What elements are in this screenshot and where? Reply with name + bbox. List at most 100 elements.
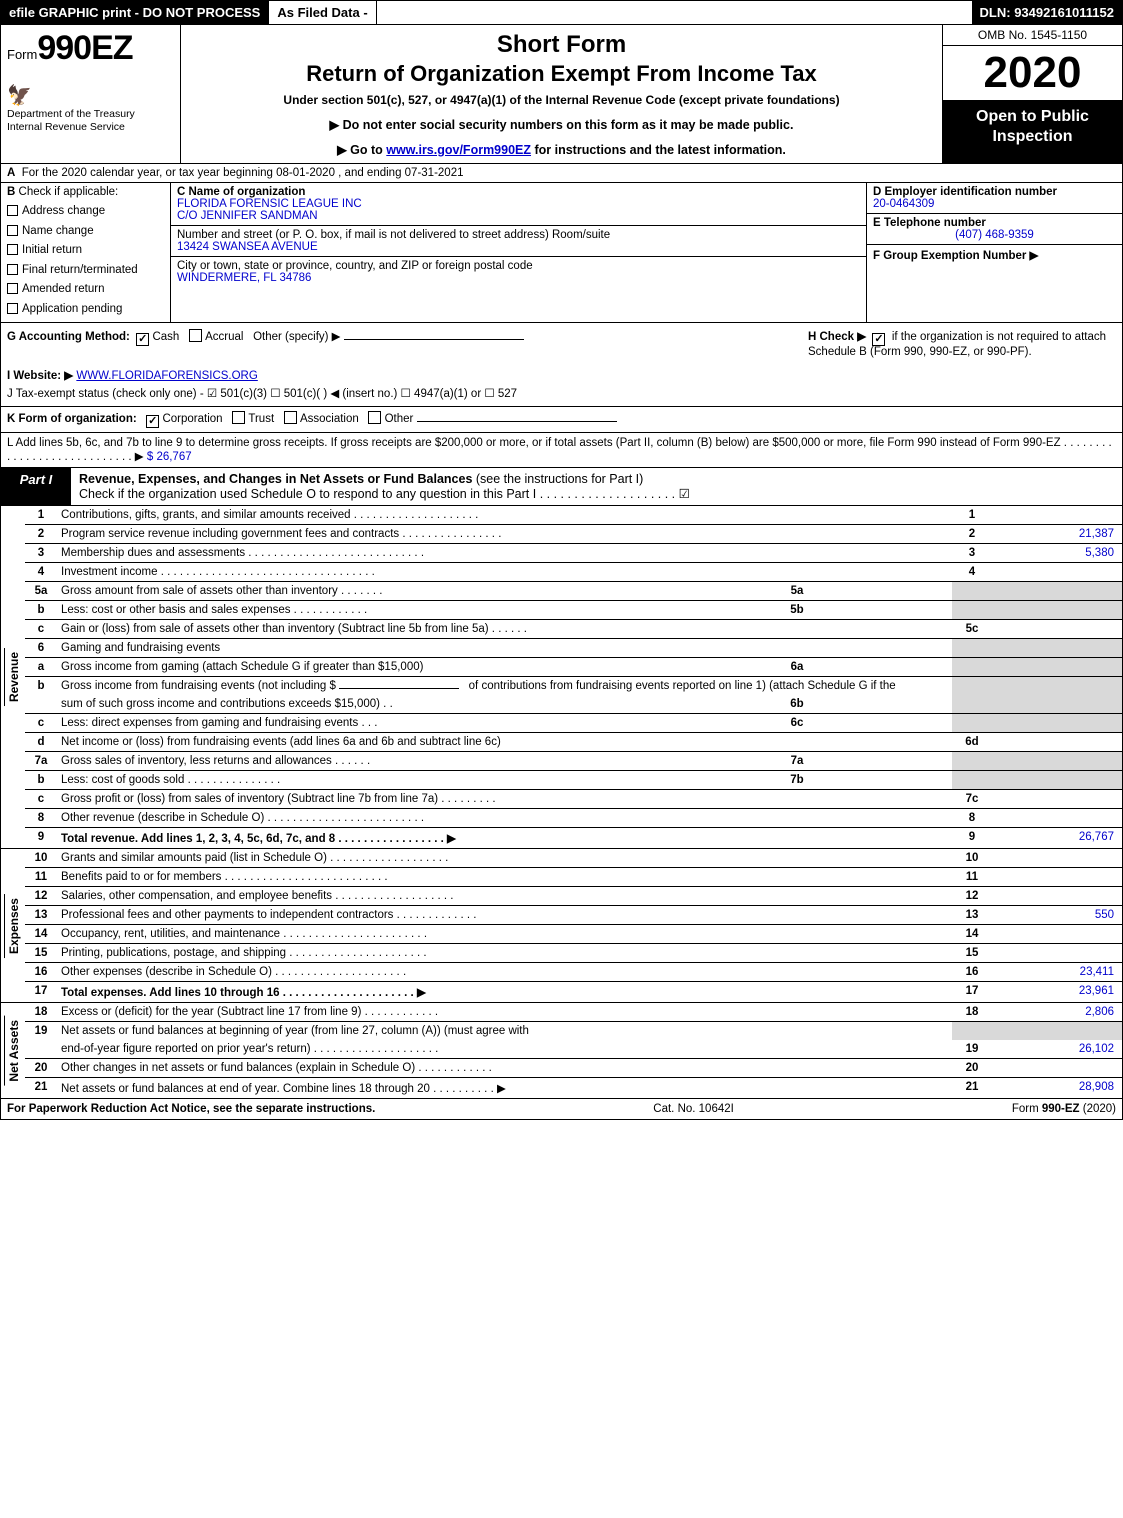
ln-6b-mid: 6b (772, 695, 822, 714)
ln-5a-num: 5a (25, 582, 57, 601)
line-21: 21Net assets or fund balances at end of … (25, 1078, 1122, 1099)
ln-17-rbox: 17 (952, 982, 992, 1003)
as-filed-label: As Filed Data - (268, 1, 376, 24)
checkbox-application-pending[interactable] (7, 303, 18, 314)
ln-6b-blank[interactable] (339, 688, 459, 689)
ln-7b-val (992, 771, 1122, 790)
topbar-spacer (377, 1, 972, 24)
treasury-eagle-icon: 🦅 (7, 83, 32, 108)
side-revenue-label: Revenue (4, 648, 23, 706)
row-a-text: For the 2020 calendar year, or tax year … (22, 167, 464, 179)
ln-6b-val-g2 (992, 695, 1122, 714)
ln-6b-d2: of contributions from fundraising events… (469, 680, 896, 692)
k-trust: Trust (248, 413, 274, 425)
ln-6b-desc1: Gross income from fundraising events (no… (57, 677, 952, 696)
checkbox-amended-return[interactable] (7, 283, 18, 294)
i-label: I Website: ▶ (7, 370, 73, 382)
k-other-blank[interactable] (417, 421, 617, 422)
top-bar: efile GRAPHIC print - DO NOT PROCESS As … (1, 1, 1122, 25)
ln-19-val-g (992, 1022, 1122, 1041)
checkbox-final-return[interactable] (7, 264, 18, 275)
ln-1-rbox: 1 (952, 506, 992, 525)
e-label: E Telephone number (873, 217, 986, 229)
line-18: 18Excess or (deficit) for the year (Subt… (25, 1003, 1122, 1022)
return-title: Return of Organization Exempt From Incom… (189, 61, 934, 87)
line-6a: a Gross income from gaming (attach Sched… (25, 658, 1122, 677)
g-cash: Cash (152, 331, 179, 343)
ln-19-rbox: 19 (952, 1040, 992, 1059)
ln-9-num: 9 (25, 828, 57, 849)
j-row: J Tax-exempt status (check only one) - ☑… (7, 386, 796, 400)
org-name-1: FLORIDA FORENSIC LEAGUE INC (177, 198, 362, 210)
h-label: H Check ▶ (808, 331, 866, 343)
ln-6c-rbox (952, 714, 992, 733)
part1-header: Part I Revenue, Expenses, and Changes in… (1, 468, 1122, 506)
row-gh: G Accounting Method: ✓ Cash Accrual Othe… (1, 323, 1122, 407)
ln-8-desc: Other revenue (describe in Schedule O) .… (57, 809, 952, 828)
ln-21-desc: Net assets or fund balances at end of ye… (57, 1078, 952, 1099)
checkbox-cash[interactable]: ✓ (136, 333, 149, 346)
checkbox-h[interactable]: ✓ (872, 333, 885, 346)
k-other: Other (385, 413, 414, 425)
checkbox-trust[interactable] (232, 411, 245, 424)
ln-7a-mid: 7a (772, 752, 822, 771)
ln-6a-val (992, 658, 1122, 677)
ln-19b-num (25, 1040, 57, 1059)
part1-check: Check if the organization used Schedule … (79, 487, 690, 501)
ln-6b-num: b (25, 677, 57, 696)
checkbox-accrual[interactable] (189, 329, 202, 342)
line-17: 17Total expenses. Add lines 10 through 1… (25, 982, 1122, 1003)
ln-5a-desc: Gross amount from sale of assets other t… (57, 582, 772, 601)
row-a: A For the 2020 calendar year, or tax yea… (1, 164, 1122, 183)
line-7a: 7a Gross sales of inventory, less return… (25, 752, 1122, 771)
netassets-table: 18Excess or (deficit) for the year (Subt… (25, 1003, 1122, 1098)
under-section-text: Under section 501(c), 527, or 4947(a)(1)… (189, 93, 934, 107)
ln-6b-d1: Gross income from fundraising events (no… (61, 680, 336, 692)
checkbox-name-change[interactable] (7, 225, 18, 236)
ln-5a-midval (822, 582, 952, 601)
ln-19b-desc: end-of-year figure reported on prior yea… (57, 1040, 952, 1059)
cb-label-0: Address change (22, 205, 105, 217)
checkbox-initial-return[interactable] (7, 244, 18, 255)
ln-7b-rbox (952, 771, 992, 790)
g-other-blank[interactable] (344, 339, 524, 340)
addr-val: 13424 SWANSEA AVENUE (177, 241, 318, 253)
website-link[interactable]: WWW.FLORIDAFORENSICS.ORG (76, 370, 257, 382)
ln-6c-num: c (25, 714, 57, 733)
ln-4-num: 4 (25, 563, 57, 582)
page-footer: For Paperwork Reduction Act Notice, see … (1, 1098, 1122, 1119)
ln-15-num: 15 (25, 944, 57, 963)
line-7b: b Less: cost of goods sold . . . . . . .… (25, 771, 1122, 790)
checkbox-address-change[interactable] (7, 205, 18, 216)
ln-6-num: 6 (25, 639, 57, 658)
ln-2-num: 2 (25, 525, 57, 544)
ln-16-desc: Other expenses (describe in Schedule O) … (57, 963, 952, 982)
c-name-cell: C Name of organization FLORIDA FORENSIC … (171, 183, 866, 226)
part1-tag: Part I (1, 468, 71, 505)
g-label: G Accounting Method: (7, 331, 130, 343)
line-1: 1 Contributions, gifts, grants, and simi… (25, 506, 1122, 525)
ln-2-desc: Program service revenue including govern… (57, 525, 952, 544)
line-5c: c Gain or (loss) from sale of assets oth… (25, 620, 1122, 639)
ln-6c-val (992, 714, 1122, 733)
line-4: 4 Investment income . . . . . . . . . . … (25, 563, 1122, 582)
form-prefix: Form (7, 47, 37, 62)
form-page: efile GRAPHIC print - DO NOT PROCESS As … (0, 0, 1123, 1120)
side-expenses: Expenses (1, 849, 25, 1003)
line-20: 20Other changes in net assets or fund ba… (25, 1059, 1122, 1078)
ln-10-rbox: 10 (952, 849, 992, 868)
irs-link[interactable]: www.irs.gov/Form990EZ (386, 143, 531, 157)
checkbox-other[interactable] (368, 411, 381, 424)
ln-8-num: 8 (25, 809, 57, 828)
footer-mid: Cat. No. 10642I (653, 1103, 734, 1115)
checkbox-assoc[interactable] (284, 411, 297, 424)
k-assoc: Association (300, 413, 359, 425)
ln-12-rbox: 12 (952, 887, 992, 906)
cb-label-3: Final return/terminated (22, 264, 138, 276)
row-g-left: G Accounting Method: ✓ Cash Accrual Othe… (1, 323, 802, 406)
line-14: 14Occupancy, rent, utilities, and mainte… (25, 925, 1122, 944)
ln-7b-midval (822, 771, 952, 790)
city-label: City or town, state or province, country… (177, 260, 533, 272)
checkbox-corp[interactable]: ✓ (146, 415, 159, 428)
ln-7c-rbox: 7c (952, 790, 992, 809)
